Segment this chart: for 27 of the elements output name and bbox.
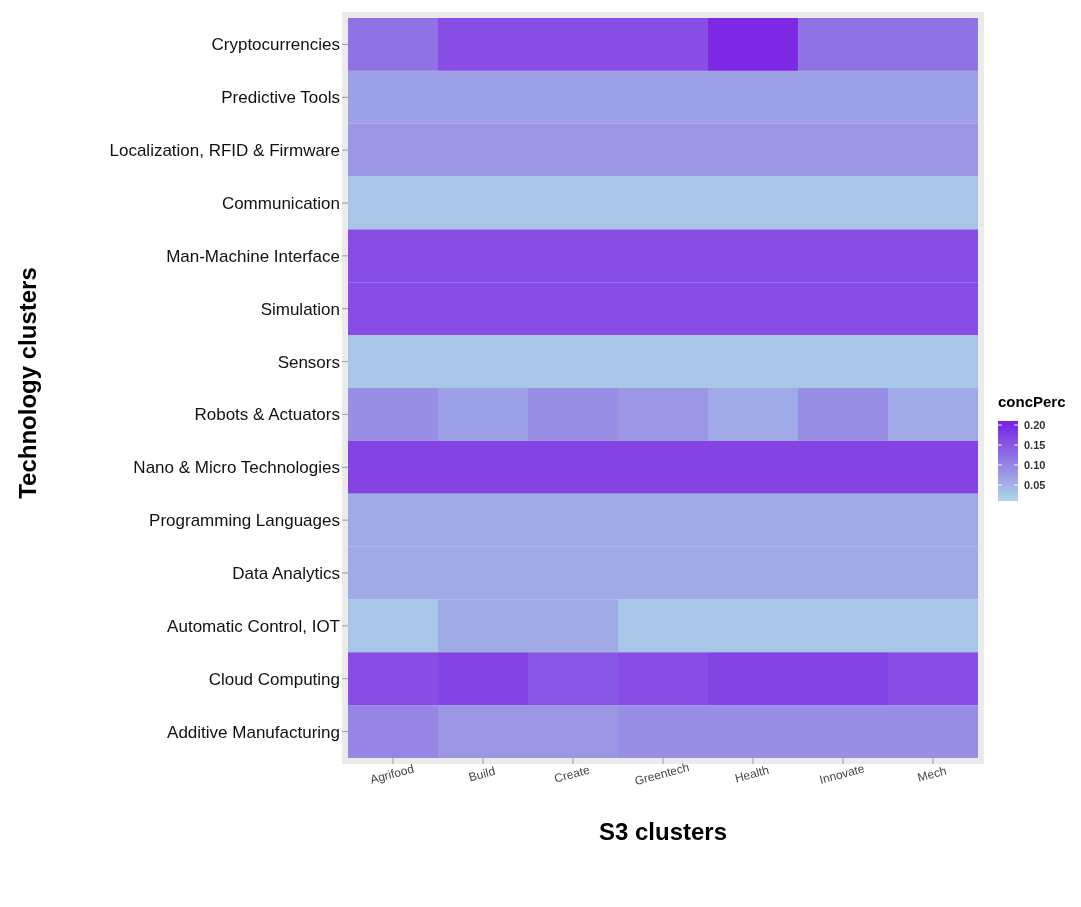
x-tick-label: Build <box>467 763 497 785</box>
x-tick-label: Create <box>552 762 592 786</box>
y-tick-label: Cloud Computing <box>208 669 340 689</box>
y-tick-label: Communication <box>221 194 340 214</box>
y-tick-label: Localization, RFID & Firmware <box>109 141 340 161</box>
x-tick-label: Health <box>733 762 771 786</box>
x-tick-label: Agrifood <box>368 761 416 787</box>
y-tick-label: Sensors <box>277 352 340 372</box>
y-axis-title: Technology clusters <box>14 267 42 499</box>
x-axis-title: S3 clusters <box>597 818 729 846</box>
y-tick-label: Programming Languages <box>149 511 340 531</box>
color-bar-label: 0.10 <box>1024 459 1046 471</box>
x-tick-label: Mech <box>915 763 948 785</box>
x-tick-label: Innovate <box>817 761 867 787</box>
color-bar-label: 0.20 <box>1024 419 1046 431</box>
y-tick-label: Man-Machine Interface <box>166 246 340 266</box>
y-tick-label: Additive Manufacturing <box>167 722 340 742</box>
y-tick-label: Robots & Actuators <box>194 405 340 425</box>
y-tick-label: Data Analytics <box>232 564 340 584</box>
color-bar-label: 0.15 <box>1024 439 1046 451</box>
y-tick-label: Automatic Control, IOT <box>167 616 340 636</box>
y-tick-label: Simulation <box>260 299 340 319</box>
color-bar-label: 0.05 <box>1024 479 1046 491</box>
legend-title: concPerc <box>998 393 1067 410</box>
y-tick-label: Nano & Micro Technologies <box>133 458 340 478</box>
y-tick-label: Predictive Tools <box>221 88 340 108</box>
y-tick-label: Cryptocurrencies <box>211 35 340 55</box>
